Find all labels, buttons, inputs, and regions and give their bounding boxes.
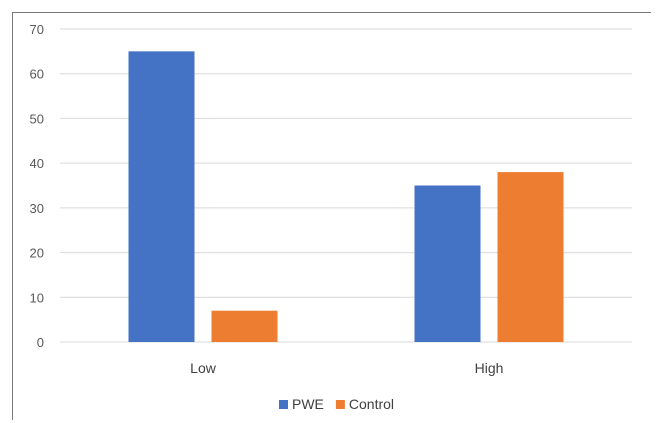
bar-pwe-low: [128, 51, 195, 342]
y-tick-label: 0: [37, 335, 44, 350]
legend-label-control: Control: [349, 396, 394, 412]
bar-control-high: [497, 172, 564, 342]
legend-swatch-control: [335, 400, 345, 409]
y-tick-label: 70: [30, 22, 44, 37]
bars: [128, 51, 564, 342]
y-tick-label: 60: [30, 67, 44, 82]
x-category-label: Low: [190, 360, 217, 376]
y-tick-label: 20: [30, 246, 44, 261]
legend: PWE Control: [279, 396, 394, 412]
y-tick-label: 10: [30, 290, 44, 305]
x-axis: Low High: [190, 360, 503, 376]
y-tick-label: 40: [30, 156, 44, 171]
y-tick-label: 50: [30, 111, 44, 126]
legend-label-pwe: PWE: [292, 396, 324, 412]
y-tick-label: 30: [30, 201, 44, 216]
y-axis: 0 10 20 30 40 50 60 70: [30, 22, 44, 350]
bar-control-low: [211, 310, 278, 342]
x-category-label: High: [475, 360, 504, 376]
legend-swatch-pwe: [279, 400, 288, 409]
bar-pwe-high: [414, 185, 481, 342]
